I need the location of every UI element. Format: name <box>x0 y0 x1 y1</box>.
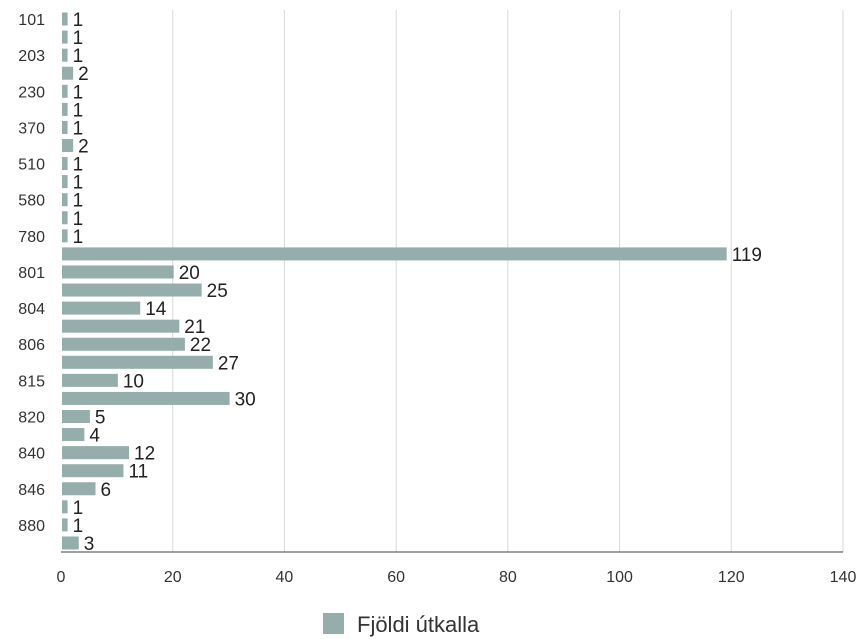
y-tick-label: 230 <box>18 84 45 101</box>
bar <box>62 446 129 459</box>
x-tick-label: 20 <box>164 569 182 586</box>
y-tick-label: 370 <box>18 120 45 137</box>
bar <box>62 13 68 26</box>
bar-value-label: 30 <box>235 389 256 410</box>
legend: Fjöldi útkalla <box>323 612 480 637</box>
x-tick-label: 60 <box>387 569 405 586</box>
bar-value-label: 22 <box>190 335 211 356</box>
bar-value-label: 27 <box>218 353 239 374</box>
bar-value-label: 1 <box>73 227 84 248</box>
bar <box>62 175 68 188</box>
bar-value-label: 119 <box>732 245 762 266</box>
bar-value-label: 4 <box>89 426 100 447</box>
x-tick-label: 120 <box>718 569 745 586</box>
bar <box>62 500 68 513</box>
bar <box>62 410 90 423</box>
bar <box>62 284 202 297</box>
bar <box>62 193 68 206</box>
bar <box>62 536 79 549</box>
bar <box>62 265 174 278</box>
bar <box>62 518 68 531</box>
x-tick-label: 0 <box>57 569 66 586</box>
y-tick-label: 580 <box>18 193 45 210</box>
x-axis-tick-labels: 0 20 40 60 80 100 120 140 <box>57 569 857 586</box>
bar <box>62 428 84 441</box>
y-tick-label: 101 <box>18 12 45 29</box>
y-tick-label: 840 <box>18 446 45 463</box>
y-tick-label: 806 <box>18 337 45 354</box>
bar <box>62 392 230 405</box>
bar-value-label: 10 <box>123 371 144 392</box>
bar-value-label: 6 <box>101 480 112 501</box>
x-tick-label: 80 <box>499 569 517 586</box>
bar <box>62 85 68 98</box>
bar <box>62 247 727 260</box>
bar <box>62 103 68 116</box>
data-labels: 1112111211111119202514212227103054121161… <box>73 10 762 555</box>
y-tick-label: 203 <box>18 48 45 65</box>
y-tick-label: 815 <box>18 373 45 390</box>
bar <box>62 157 68 170</box>
legend-label: Fjöldi útkalla <box>357 612 480 637</box>
bar <box>62 211 68 224</box>
y-tick-label: 820 <box>18 410 45 427</box>
y-tick-label: 780 <box>18 229 45 246</box>
bar-value-label: 20 <box>179 263 200 284</box>
x-tick-label: 100 <box>606 569 633 586</box>
bar <box>62 139 73 152</box>
bar <box>62 374 118 387</box>
bar-value-label: 14 <box>145 299 167 320</box>
y-tick-label: 510 <box>18 157 45 174</box>
bar-value-label: 11 <box>128 462 148 483</box>
y-tick-label: 846 <box>18 482 45 499</box>
bar <box>62 49 68 62</box>
bar <box>62 121 68 134</box>
y-tick-label: 804 <box>18 301 45 318</box>
y-tick-label: 801 <box>18 265 45 282</box>
bar-value-label: 1 <box>73 516 84 537</box>
y-axis-tick-labels: 101 203 230 370 510 580 780 801 804 806 815 820 840 8… <box>18 12 45 535</box>
y-tick-label: 880 <box>18 518 45 535</box>
bar <box>62 67 73 80</box>
bar <box>62 464 123 477</box>
bar <box>62 482 96 495</box>
x-tick-label: 140 <box>830 569 857 586</box>
bar <box>62 338 185 351</box>
bar <box>62 320 179 333</box>
bar <box>62 229 68 242</box>
bar <box>62 302 140 315</box>
grid-lines <box>173 10 843 552</box>
bar <box>62 356 213 369</box>
x-tick-label: 40 <box>276 569 294 586</box>
bar-value-label: 25 <box>207 281 228 302</box>
legend-swatch <box>323 613 344 634</box>
bar <box>62 31 68 44</box>
bars <box>62 13 727 550</box>
